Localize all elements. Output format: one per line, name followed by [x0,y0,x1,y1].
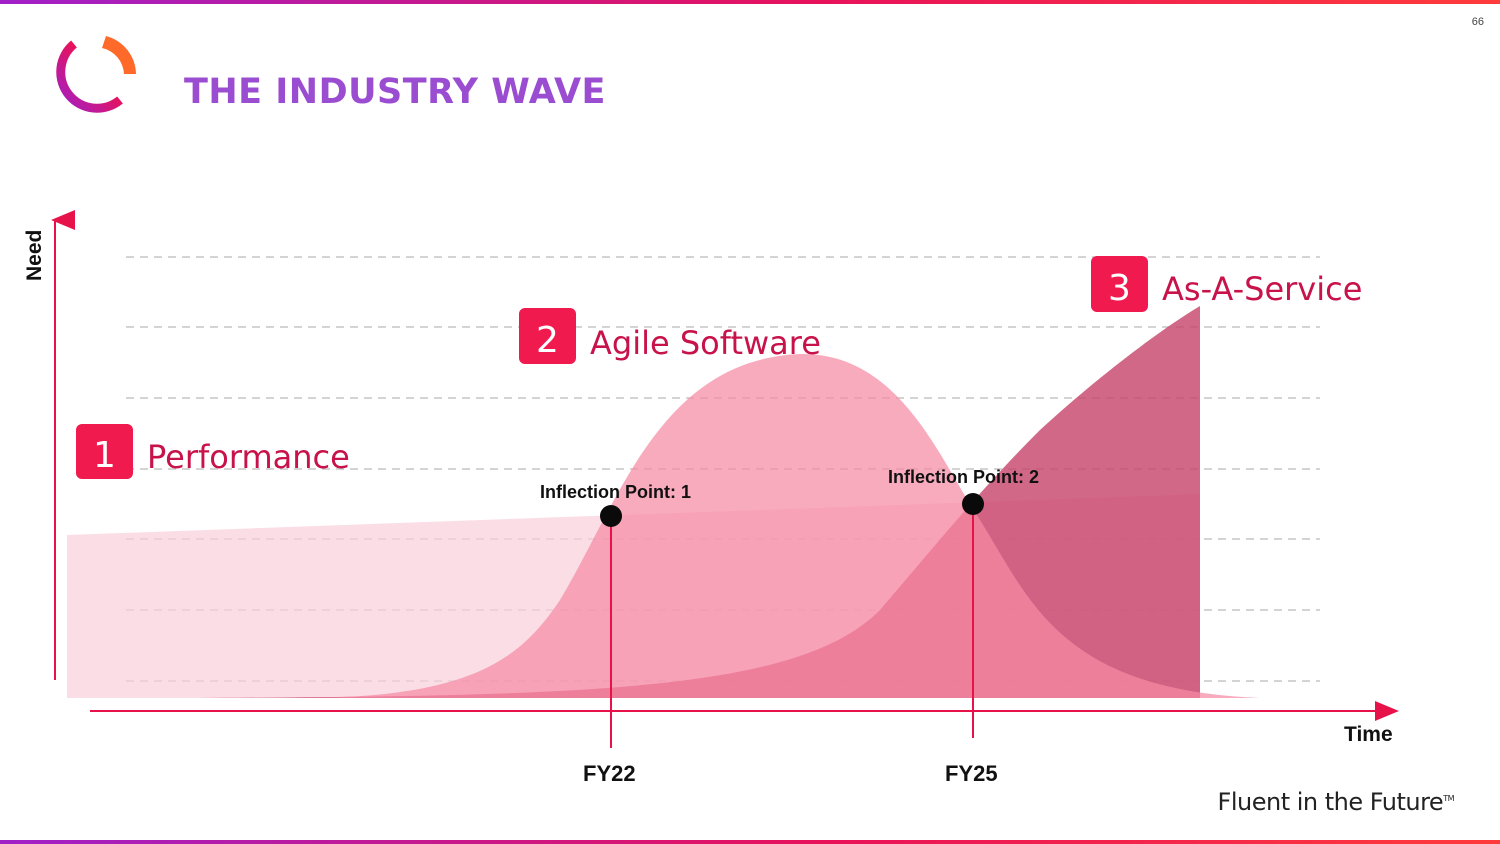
agile-software-wave [300,353,1260,698]
footer-tagline: Fluent in the FutureTM [1217,788,1455,816]
inflection-2-dot [962,493,984,515]
inflection-1-dot [600,505,622,527]
stage-3-number: 3 [1108,268,1131,309]
bottom-gradient-bar [0,840,1500,844]
y-axis-label: Need [23,230,46,281]
stage-1-number: 1 [93,435,116,476]
inflection-2-label: Inflection Point: 2 [888,467,1039,487]
stage-1-label: Performance [147,438,350,476]
inflection-2-year: FY25 [945,761,998,786]
inflection-1-label: Inflection Point: 1 [540,482,691,502]
stage-1-badge: 1 [76,424,133,479]
footer-tagline-text: Fluent in the Future [1217,788,1444,816]
x-axis-label: Time [1344,723,1393,746]
inflection-1-year: FY22 [583,761,636,786]
brand-logo [56,36,136,113]
trademark-mark: TM [1443,794,1454,803]
page-number: 66 [1471,16,1484,28]
stage-2-label: Agile Software [590,324,821,362]
stage-2-number: 2 [536,320,559,361]
stage-2-badge: 2 [519,308,576,364]
stage-3-label: As-A-Service [1162,270,1362,308]
top-gradient-bar [0,0,1500,4]
page-title: THE INDUSTRY WAVE [184,72,606,112]
stage-3-badge: 3 [1091,256,1148,312]
